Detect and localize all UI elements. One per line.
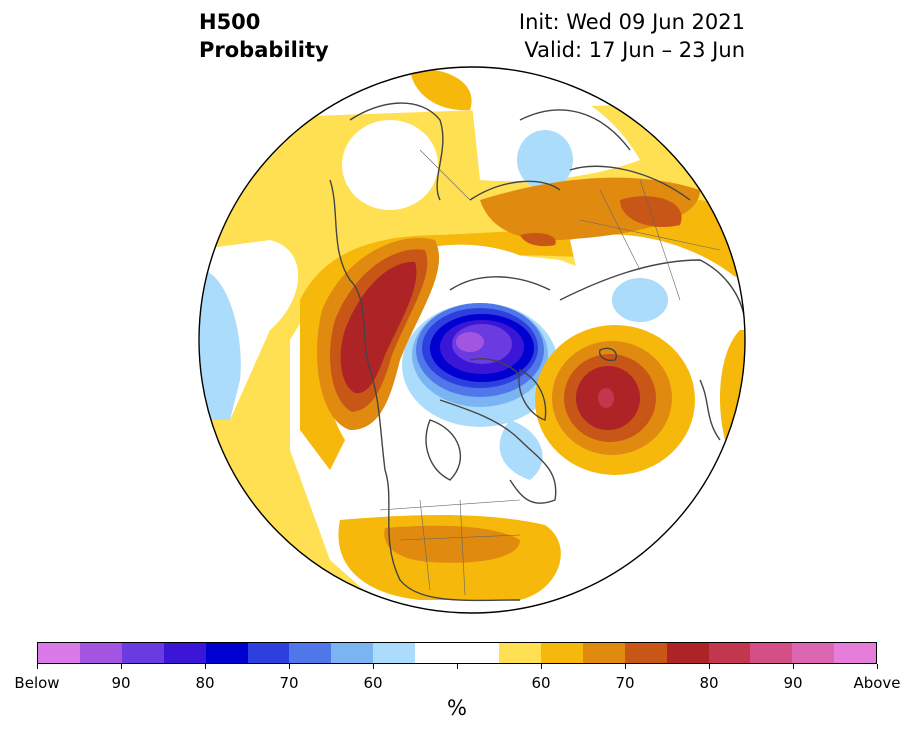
colorbar-tick-label: 60 bbox=[363, 674, 383, 692]
colorbar-tick-label: 70 bbox=[615, 674, 635, 692]
colorbar-tick bbox=[792, 664, 794, 669]
colorbar-tick bbox=[624, 664, 626, 669]
colorbar-segment bbox=[205, 643, 248, 663]
colorbar bbox=[37, 642, 877, 664]
colorbar-tick-label: 70 bbox=[279, 674, 299, 692]
date-block: Init: Wed 09 Jun 2021 Valid: 17 Jun – 23… bbox=[519, 8, 745, 64]
colorbar-tick bbox=[456, 664, 458, 669]
title-variable: H500 bbox=[199, 10, 261, 34]
colorbar-tick bbox=[876, 664, 878, 669]
colorbar-segment bbox=[666, 643, 709, 663]
colorbar-unit: % bbox=[447, 696, 467, 720]
title-block: H500 Probability bbox=[199, 8, 329, 64]
colorbar-segment bbox=[247, 643, 290, 663]
colorbar-segment bbox=[498, 643, 541, 663]
colorbar-tick bbox=[372, 664, 374, 669]
colorbar-tick-label: 80 bbox=[699, 674, 719, 692]
colorbar-segment bbox=[792, 643, 835, 663]
colorbar-tick-label: Above bbox=[853, 674, 901, 692]
borders bbox=[379, 149, 721, 596]
colorbar-segment bbox=[834, 643, 877, 663]
probability-map bbox=[198, 66, 746, 614]
colorbar-segment bbox=[624, 643, 667, 663]
coastlines bbox=[329, 102, 745, 602]
colorbar-tick-label: 90 bbox=[111, 674, 131, 692]
colorbar-segment bbox=[457, 643, 499, 663]
colorbar-segment bbox=[708, 643, 751, 663]
colorbar-tick bbox=[204, 664, 206, 669]
colorbar-tick bbox=[288, 664, 290, 669]
colorbar-segment bbox=[331, 643, 374, 663]
colorbar-segment bbox=[373, 643, 416, 663]
colorbar-segment bbox=[79, 643, 122, 663]
valid-date: Valid: 17 Jun – 23 Jun bbox=[524, 38, 745, 62]
colorbar-segment bbox=[163, 643, 206, 663]
colorbar-tick bbox=[120, 664, 122, 669]
colorbar-tick-label: Below bbox=[14, 674, 60, 692]
colorbar-tick-label: 80 bbox=[195, 674, 215, 692]
map-boundary bbox=[198, 66, 746, 614]
colorbar-segment bbox=[289, 643, 332, 663]
colorbar-tick-label: 60 bbox=[531, 674, 551, 692]
colorbar-segment bbox=[415, 643, 458, 663]
colorbar-tick bbox=[36, 664, 38, 669]
colorbar-segment bbox=[121, 643, 164, 663]
colorbar-tick bbox=[540, 664, 542, 669]
colorbar-ticks bbox=[36, 664, 878, 670]
colorbar-tick bbox=[708, 664, 710, 669]
title-type: Probability bbox=[199, 38, 329, 62]
colorbar-segment bbox=[582, 643, 625, 663]
init-date: Init: Wed 09 Jun 2021 bbox=[518, 10, 745, 34]
colorbar-segment bbox=[38, 643, 80, 663]
map-fill bbox=[199, 67, 745, 613]
colorbar-tick-label: 90 bbox=[783, 674, 803, 692]
colorbar-segment bbox=[750, 643, 793, 663]
colorbar-segment bbox=[540, 643, 583, 663]
